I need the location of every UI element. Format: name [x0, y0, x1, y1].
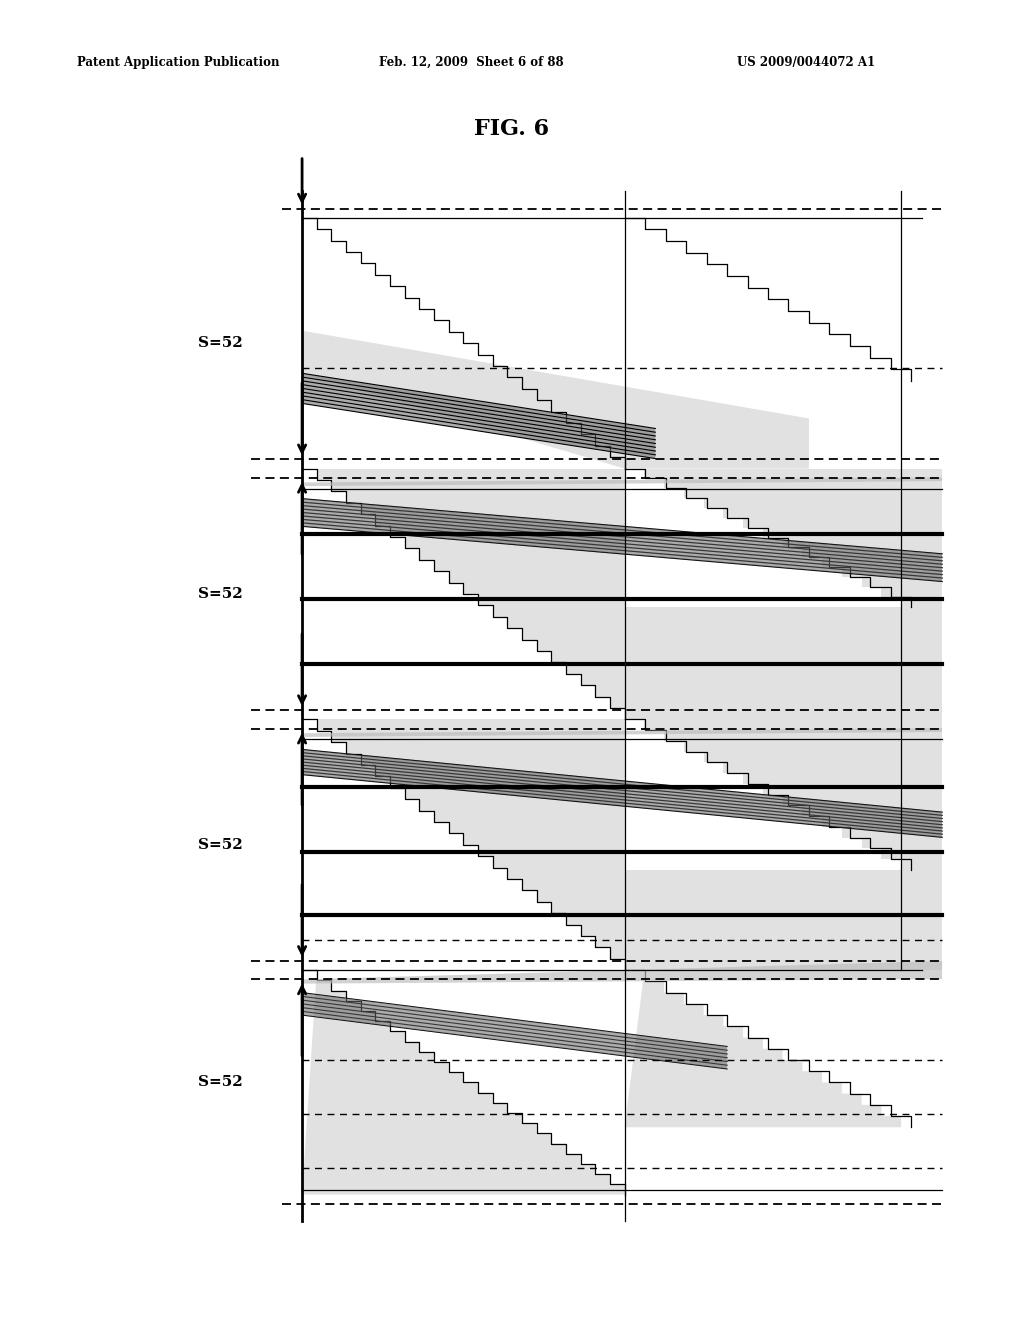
Polygon shape	[302, 961, 942, 983]
Polygon shape	[625, 719, 901, 870]
Polygon shape	[625, 970, 901, 1127]
Polygon shape	[302, 719, 625, 970]
Text: FIG. 6: FIG. 6	[474, 117, 550, 140]
Polygon shape	[302, 750, 942, 837]
Polygon shape	[302, 729, 942, 737]
Polygon shape	[625, 469, 901, 607]
Polygon shape	[302, 719, 942, 970]
Polygon shape	[302, 374, 655, 458]
Text: S=52: S=52	[198, 1076, 243, 1089]
Text: S=52: S=52	[198, 587, 243, 601]
Polygon shape	[302, 469, 625, 719]
Text: S=52: S=52	[198, 337, 243, 350]
Polygon shape	[302, 499, 942, 581]
Text: US 2009/0044072 A1: US 2009/0044072 A1	[737, 55, 876, 69]
Polygon shape	[302, 469, 942, 719]
Polygon shape	[302, 970, 625, 1195]
Polygon shape	[302, 993, 727, 1069]
Text: S=52: S=52	[198, 838, 243, 851]
Text: Patent Application Publication: Patent Application Publication	[77, 55, 280, 69]
Polygon shape	[302, 478, 942, 486]
Polygon shape	[302, 330, 809, 469]
Text: Feb. 12, 2009  Sheet 6 of 88: Feb. 12, 2009 Sheet 6 of 88	[379, 55, 563, 69]
